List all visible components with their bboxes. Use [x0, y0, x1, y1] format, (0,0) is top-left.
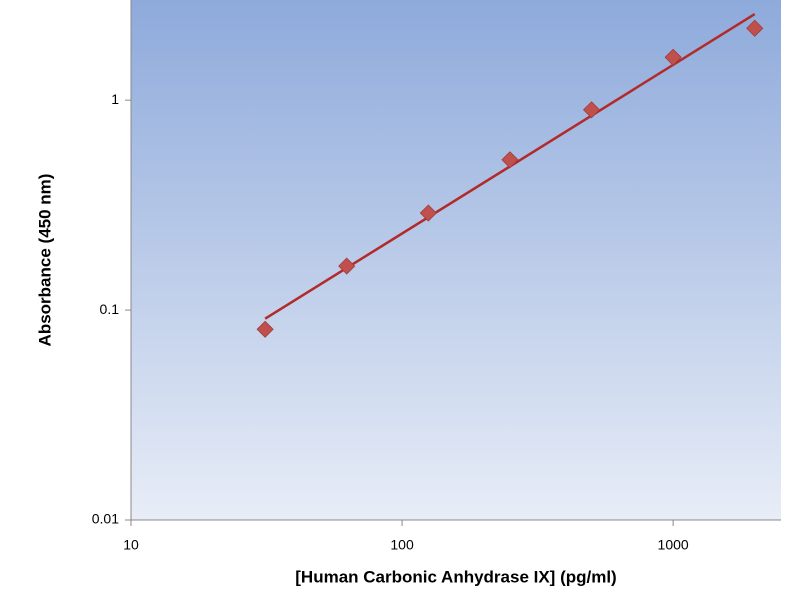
y-tick-label: 0.1	[100, 301, 120, 317]
y-axis-title: Absorbance (450 nm)	[35, 174, 54, 347]
x-axis-title: [Human Carbonic Anhydrase IX] (pg/ml)	[295, 567, 616, 586]
data-point	[256, 320, 274, 338]
x-tick-label: 100	[390, 537, 414, 553]
x-tick-label: 10	[123, 537, 139, 553]
y-tick-label: 0.01	[92, 511, 119, 527]
data-point	[419, 204, 437, 222]
data-point	[501, 151, 519, 169]
plot-area	[131, 0, 781, 520]
y-tick-label: 1	[111, 91, 119, 107]
data-point	[338, 257, 356, 275]
data-point	[746, 19, 764, 37]
x-tick-label: 1000	[658, 537, 689, 553]
data-point	[664, 48, 682, 66]
data-point	[582, 101, 601, 119]
